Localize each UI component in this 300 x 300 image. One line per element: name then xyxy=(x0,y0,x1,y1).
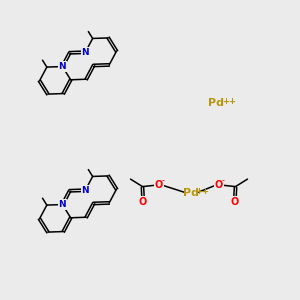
Text: Pd: Pd xyxy=(208,98,224,109)
Text: -: - xyxy=(162,176,165,185)
Text: O: O xyxy=(215,180,223,190)
Text: Pd: Pd xyxy=(182,188,199,199)
Text: O: O xyxy=(139,196,147,207)
Text: N: N xyxy=(82,48,89,57)
Text: N: N xyxy=(82,186,89,195)
Text: O: O xyxy=(155,180,163,190)
Text: ++: ++ xyxy=(223,98,236,106)
Text: ++: ++ xyxy=(195,188,209,196)
Text: O: O xyxy=(231,196,239,207)
Text: -: - xyxy=(222,176,225,185)
Text: N: N xyxy=(58,62,66,71)
Text: N: N xyxy=(58,200,66,209)
